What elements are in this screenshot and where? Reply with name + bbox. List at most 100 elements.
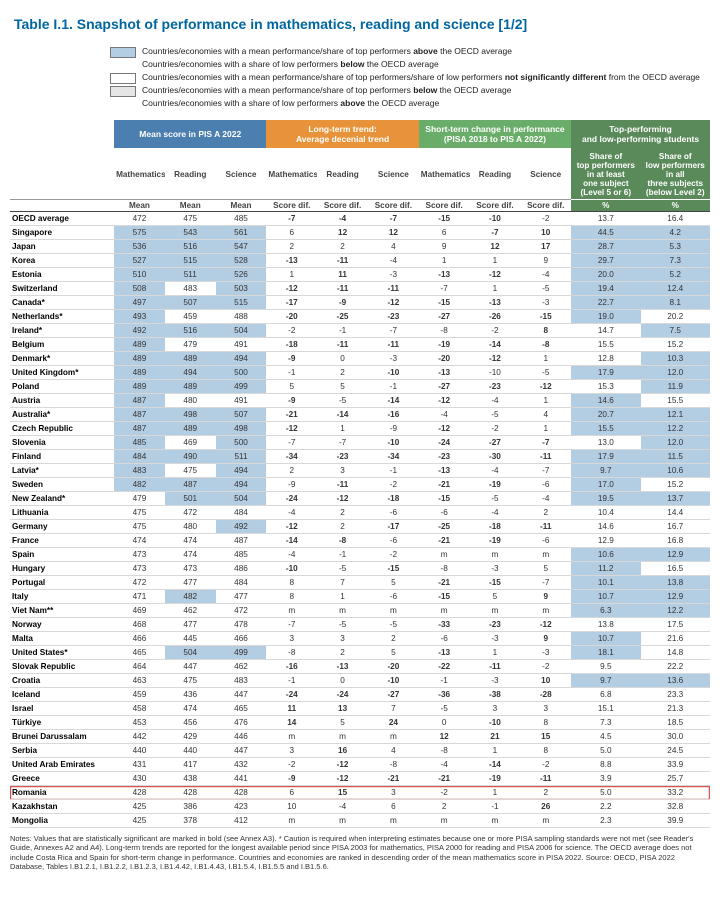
- data-cell: -4: [266, 506, 317, 520]
- data-cell: 497: [114, 296, 165, 310]
- data-cell: 18.1: [571, 646, 640, 660]
- data-cell: 16.4: [641, 212, 711, 226]
- table-row: Australia*487498507-21-14-16-4-5420.712.…: [10, 408, 710, 422]
- data-cell: 472: [165, 506, 216, 520]
- data-cell: -1: [266, 674, 317, 688]
- data-cell: 456: [165, 716, 216, 730]
- performance-table: Mean score in PIS A 2022Long-term trend:…: [10, 120, 710, 828]
- table-row: Portugal472477484875-21-15-710.113.8: [10, 576, 710, 590]
- data-cell: 2: [520, 786, 571, 800]
- data-cell: 462: [165, 604, 216, 618]
- data-cell: 475: [165, 464, 216, 478]
- data-cell: 5: [266, 380, 317, 394]
- table-row: Croatia463475483-10-10-1-3109.713.6: [10, 674, 710, 688]
- data-cell: 5: [317, 380, 368, 394]
- data-cell: 9.7: [571, 674, 640, 688]
- data-cell: 1: [470, 646, 521, 660]
- data-cell: -13: [317, 660, 368, 674]
- data-cell: 7.3: [571, 716, 640, 730]
- data-cell: 464: [114, 660, 165, 674]
- data-cell: 474: [165, 548, 216, 562]
- data-cell: -2: [470, 422, 521, 436]
- data-cell: 431: [114, 758, 165, 772]
- data-cell: 19.5: [571, 492, 640, 506]
- data-cell: -34: [266, 450, 317, 464]
- data-cell: -12: [520, 380, 571, 394]
- data-cell: 469: [165, 436, 216, 450]
- table-row: Greece430438441-9-12-21-21-19-113.925.7: [10, 772, 710, 786]
- table-row: Czech Republic487489498-121-9-12-2115.51…: [10, 422, 710, 436]
- data-cell: m: [470, 604, 521, 618]
- data-cell: 9.5: [571, 660, 640, 674]
- data-cell: 428: [114, 786, 165, 800]
- data-cell: 485: [216, 212, 267, 226]
- legend-text: Countries/economies with a share of low …: [142, 59, 439, 70]
- data-cell: -9: [317, 296, 368, 310]
- data-cell: 417: [165, 758, 216, 772]
- data-cell: -2: [520, 660, 571, 674]
- data-cell: 465: [216, 702, 267, 716]
- data-cell: 483: [216, 674, 267, 688]
- data-cell: 13.6: [641, 674, 711, 688]
- data-cell: -8: [419, 744, 470, 758]
- data-cell: m: [317, 814, 368, 828]
- data-cell: -5: [470, 408, 521, 422]
- data-cell: 499: [216, 646, 267, 660]
- data-cell: 21.6: [641, 632, 711, 646]
- data-cell: -2: [368, 548, 419, 562]
- data-cell: 494: [165, 366, 216, 380]
- data-cell: 5: [317, 716, 368, 730]
- data-cell: -12: [266, 520, 317, 534]
- data-cell: 23.3: [641, 688, 711, 702]
- data-cell: 25.7: [641, 772, 711, 786]
- data-cell: -14: [470, 338, 521, 352]
- data-cell: 13.7: [641, 492, 711, 506]
- data-cell: 4: [368, 744, 419, 758]
- data-cell: 474: [114, 534, 165, 548]
- data-cell: -7: [368, 212, 419, 226]
- data-cell: 13: [317, 702, 368, 716]
- country-cell: Poland: [10, 380, 114, 394]
- data-cell: -4: [266, 548, 317, 562]
- col-header: Mathematics: [114, 148, 165, 200]
- country-cell: Denmark*: [10, 352, 114, 366]
- data-cell: -10: [368, 674, 419, 688]
- data-cell: 2: [317, 240, 368, 254]
- data-cell: 20.2: [641, 310, 711, 324]
- data-cell: 2: [317, 520, 368, 534]
- table-row: Hungary473473486-10-5-15-8-3511.216.5: [10, 562, 710, 576]
- country-cell: Croatia: [10, 674, 114, 688]
- country-cell: Slovenia: [10, 436, 114, 450]
- data-cell: 33.9: [641, 758, 711, 772]
- data-cell: 7: [368, 702, 419, 716]
- table-row: United Kingdom*489494500-12-10-13-10-517…: [10, 366, 710, 380]
- data-cell: 39.9: [641, 814, 711, 828]
- data-cell: 0: [317, 352, 368, 366]
- data-cell: 12.2: [641, 422, 711, 436]
- data-cell: 4: [368, 240, 419, 254]
- data-cell: -5: [419, 702, 470, 716]
- data-cell: 499: [216, 380, 267, 394]
- data-cell: -7: [266, 618, 317, 632]
- data-cell: 479: [165, 338, 216, 352]
- data-cell: -12: [419, 422, 470, 436]
- data-cell: m: [520, 604, 571, 618]
- data-cell: -4: [317, 212, 368, 226]
- data-cell: -4: [520, 268, 571, 282]
- data-cell: 5.0: [571, 786, 640, 800]
- country-cell: Switzerland: [10, 282, 114, 296]
- table-row: Mongolia425378412mmmmmm2.339.9: [10, 814, 710, 828]
- table-row: Poland48948949955-1-27-23-1215.311.9: [10, 380, 710, 394]
- data-cell: 7: [317, 576, 368, 590]
- data-cell: 9: [520, 254, 571, 268]
- data-cell: -5: [317, 562, 368, 576]
- data-cell: 13.8: [641, 576, 711, 590]
- data-cell: 480: [165, 520, 216, 534]
- data-cell: 491: [216, 338, 267, 352]
- data-cell: 500: [216, 436, 267, 450]
- legend-swatch: [110, 47, 136, 58]
- country-cell: Serbia: [10, 744, 114, 758]
- data-cell: -21: [266, 408, 317, 422]
- data-cell: 453: [114, 716, 165, 730]
- data-cell: -23: [470, 618, 521, 632]
